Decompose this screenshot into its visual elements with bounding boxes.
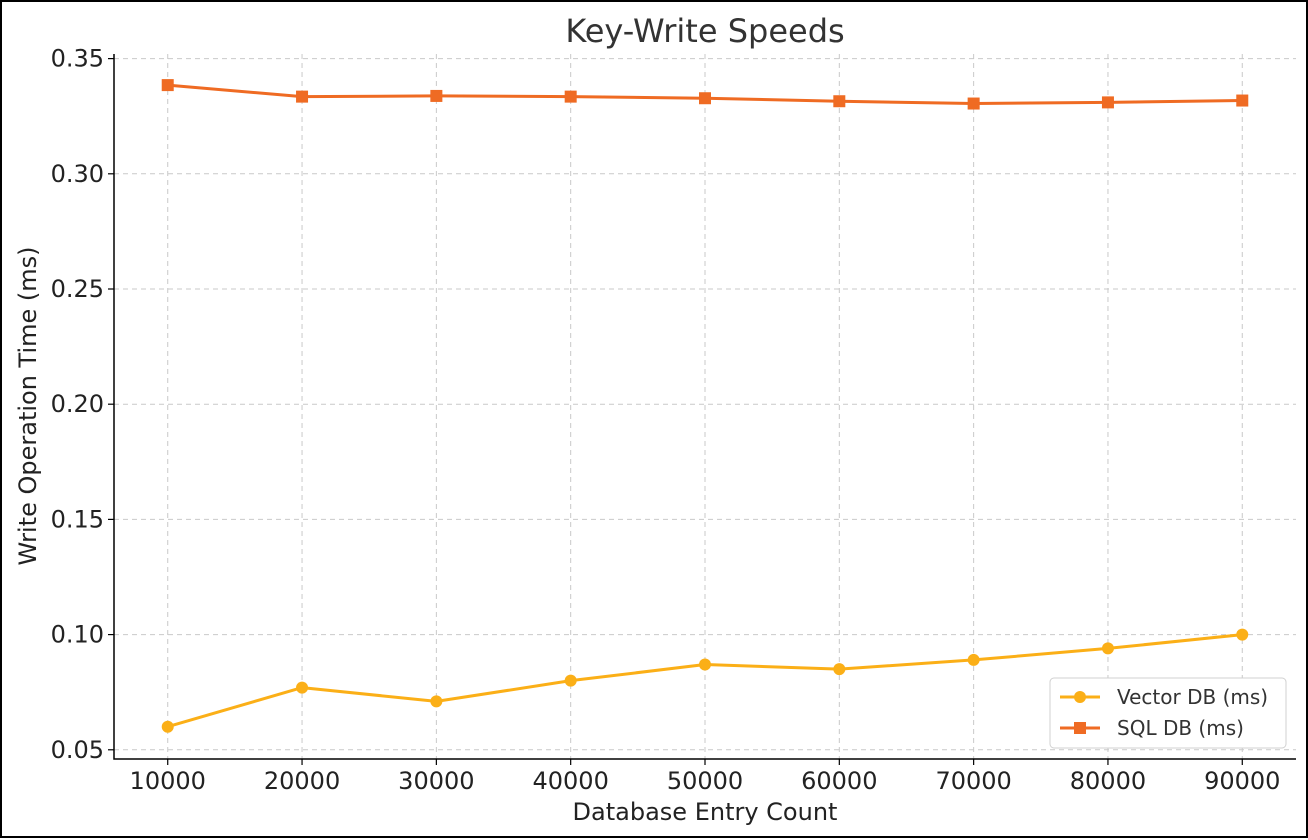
chart-title: Key-Write Speeds <box>565 12 844 50</box>
x-tick-label: 10000 <box>130 767 206 795</box>
legend-label-vector-db: Vector DB (ms) <box>1117 685 1268 709</box>
data-point-vector-db-ms <box>833 663 846 676</box>
data-point-vector-db-ms <box>430 695 443 708</box>
y-tick-label: 0.20 <box>51 390 104 418</box>
x-tick-label: 20000 <box>264 767 340 795</box>
legend-box <box>1049 677 1287 749</box>
data-point-vector-db-ms <box>1236 628 1249 641</box>
grid-layer <box>114 54 1296 759</box>
data-point-sql-db-ms <box>430 89 443 102</box>
y-tick-label: 0.30 <box>51 160 104 188</box>
data-point-sql-db-ms <box>161 79 174 92</box>
data-point-vector-db-ms <box>1101 642 1114 655</box>
x-tick-label: 60000 <box>801 767 877 795</box>
series-sql-db-ms <box>161 79 1249 110</box>
y-tick-label: 0.05 <box>51 736 104 764</box>
data-point-sql-db-ms <box>296 90 309 103</box>
legend-marker-vector-db <box>1074 691 1086 703</box>
x-tick-label: 50000 <box>667 767 743 795</box>
y-tick-label: 0.35 <box>51 45 104 73</box>
y-tick-label: 0.25 <box>51 275 104 303</box>
data-point-vector-db-ms <box>296 681 309 694</box>
data-point-sql-db-ms <box>1236 94 1249 107</box>
x-tick-label: 90000 <box>1204 767 1280 795</box>
legend-label-sql-db: SQL DB (ms) <box>1117 716 1244 740</box>
tick-layer: 10000 20000 30000 40000 50000 60000 70000 80000… <box>51 45 1281 795</box>
data-point-vector-db-ms <box>564 674 577 687</box>
data-point-vector-db-ms <box>161 720 174 733</box>
x-axis-label: Database Entry Count <box>573 798 838 826</box>
y-tick-label: 0.15 <box>51 505 104 533</box>
legend-marker-sql-db <box>1074 722 1086 734</box>
data-point-sql-db-ms <box>699 92 711 105</box>
data-point-sql-db-ms <box>967 97 980 110</box>
x-tick-label: 80000 <box>1070 767 1146 795</box>
data-point-sql-db-ms <box>564 90 577 103</box>
y-tick-label: 0.10 <box>51 621 104 649</box>
data-point-vector-db-ms <box>699 658 711 671</box>
x-tick-label: 40000 <box>533 767 609 795</box>
legend: Vector DB (ms) SQL DB (ms) <box>1049 677 1287 749</box>
series-layer <box>161 79 1249 733</box>
x-tick-label: 70000 <box>935 767 1011 795</box>
data-point-sql-db-ms <box>1101 96 1114 109</box>
data-point-vector-db-ms <box>967 653 980 666</box>
x-tick-label: 30000 <box>398 767 474 795</box>
data-point-sql-db-ms <box>833 95 846 108</box>
y-axis-label: Write Operation Time (ms) <box>14 246 42 565</box>
series-vector-db-ms <box>161 628 1249 733</box>
